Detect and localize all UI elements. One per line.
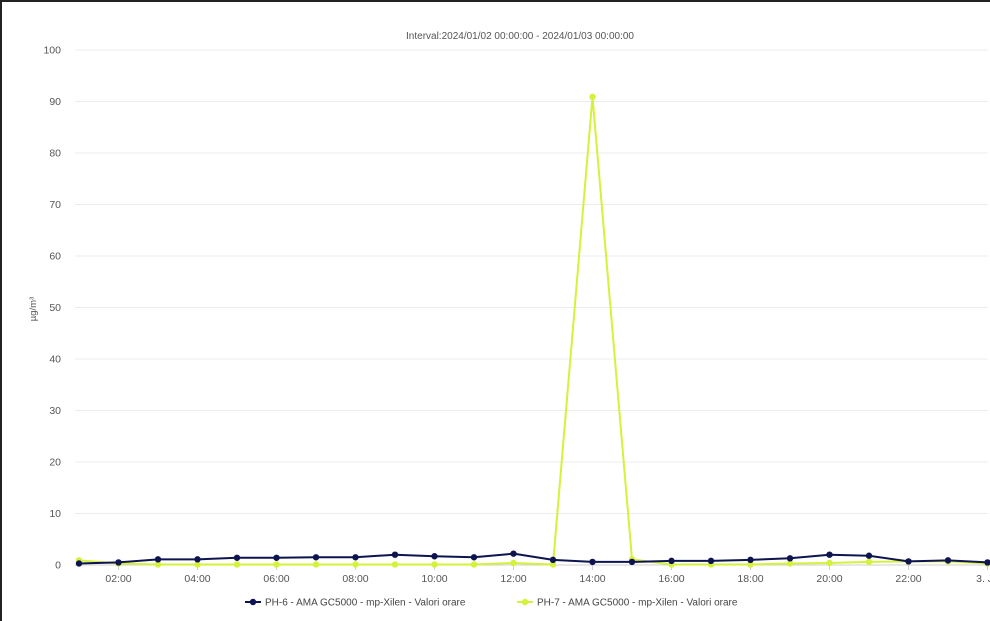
x-tick-label: 3. Ja [976, 573, 990, 585]
data-point [431, 561, 438, 568]
y-tick-label: 50 [49, 302, 61, 314]
data-point [431, 553, 438, 560]
data-point [391, 551, 399, 558]
data-point [865, 552, 873, 559]
data-point [510, 559, 517, 567]
data-point [747, 556, 754, 564]
legend[interactable]: PH-6 - AMA GC5000 - mp-Xilen - Valori or… [245, 598, 738, 609]
data-point [470, 554, 478, 561]
x-tick-label: 04:00 [184, 573, 210, 585]
y-tick-label: 20 [49, 457, 61, 469]
series-line [78, 552, 988, 565]
data-point [628, 558, 636, 566]
data-point [510, 550, 517, 557]
y-tick-label: 10 [49, 508, 61, 520]
x-tick-label: 22:00 [895, 573, 921, 585]
data-point [312, 561, 320, 568]
y-tick-label: 0 [55, 560, 61, 572]
legend-item-1[interactable]: PH-6 - AMA GC5000 - mp-Xilen - Valori or… [245, 598, 466, 609]
y-tick-label: 30 [49, 405, 61, 417]
data-point [391, 561, 399, 568]
data-point [786, 555, 794, 562]
x-tick-label: 10:00 [421, 573, 447, 585]
data-point [668, 557, 675, 565]
legend-label: PH-7 - AMA GC5000 - mp-Xilen - Valori or… [537, 598, 738, 609]
y-axis-ticks: 0 10 20 30 40 50 60 70 80 90 100 [43, 45, 61, 572]
data-point [273, 561, 280, 568]
chart-title: Interval:2024/01/02 00:00:00 - 2024/01/0… [406, 31, 634, 42]
series-2 [75, 93, 990, 568]
x-axis-ticks: 02:00 04:00 06:00 08:00 10:00 12:00 14:00 16:00… [105, 565, 990, 585]
x-tick-label: 02:00 [105, 573, 131, 585]
grid-lines [75, 49, 988, 566]
y-axis-label: µg/m³ [28, 297, 39, 321]
data-point [233, 554, 241, 561]
data-point [786, 560, 794, 567]
data-point [549, 561, 557, 568]
y-tick-label: 100 [43, 45, 61, 57]
data-point [865, 558, 873, 566]
y-tick-label: 70 [49, 199, 61, 211]
data-point [194, 561, 201, 568]
y-tick-label: 90 [49, 96, 61, 108]
data-point [312, 554, 320, 561]
y-tick-label: 80 [49, 148, 61, 160]
legend-label: PH-6 - AMA GC5000 - mp-Xilen - Valori or… [265, 598, 466, 609]
data-point [233, 561, 241, 568]
data-point [549, 556, 557, 564]
x-tick-label: 18:00 [737, 573, 763, 585]
series-line [78, 95, 988, 566]
data-point [194, 556, 201, 563]
y-tick-label: 60 [49, 251, 61, 263]
data-point [747, 561, 754, 568]
x-tick-label: 16:00 [658, 573, 684, 585]
data-point [273, 554, 280, 561]
legend-marker [521, 598, 529, 606]
data-point [352, 554, 359, 561]
data-point [944, 557, 952, 564]
series-1 [75, 550, 990, 567]
legend-item-2[interactable]: PH-7 - AMA GC5000 - mp-Xilen - Valori or… [517, 598, 738, 609]
data-point [75, 560, 83, 567]
data-point [115, 559, 122, 566]
series-layer [75, 93, 990, 568]
data-point [154, 561, 162, 568]
data-point [905, 558, 912, 565]
data-point [154, 556, 162, 563]
data-point [826, 551, 833, 558]
data-point [707, 557, 715, 565]
data-point [470, 561, 478, 568]
x-tick-label: 14:00 [579, 573, 605, 585]
x-tick-label: 06:00 [263, 573, 289, 585]
data-point [984, 559, 990, 566]
legend-marker [249, 598, 257, 606]
data-point [352, 561, 359, 568]
y-tick-label: 40 [49, 354, 61, 366]
x-tick-label: 12:00 [500, 573, 526, 585]
data-point [589, 93, 596, 101]
x-tick-label: 20:00 [816, 573, 842, 585]
data-point [589, 558, 596, 566]
x-tick-label: 08:00 [342, 573, 368, 585]
data-point [826, 559, 833, 567]
